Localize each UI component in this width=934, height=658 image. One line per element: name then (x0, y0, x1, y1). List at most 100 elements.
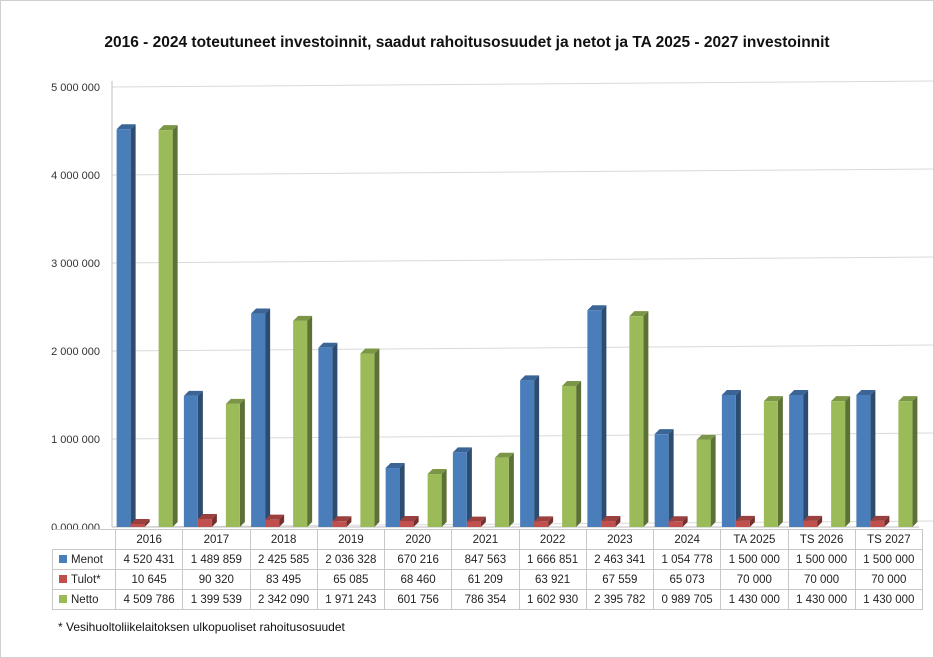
footnote: * Vesihuoltoliikelaitoksen ulkopuoliset … (58, 620, 345, 634)
bar-chart: 0 000 000 1 000 000 2 000 000 3 000 000 4 00… (51, 80, 934, 530)
bar-top (427, 469, 447, 475)
y-axis: 0 000 000 1 000 000 2 000 000 3 000 000 4 00… (51, 82, 100, 530)
bar-front (898, 401, 913, 527)
data-label: 2 425 585 (249, 549, 318, 570)
category-label: 2023 (585, 529, 655, 550)
legend-entry: Netto (52, 589, 116, 610)
bar-tulot-ts-2026 (803, 515, 823, 527)
bar-top (116, 124, 136, 130)
category-label: 2018 (249, 529, 318, 550)
bar-menot-2016 (116, 124, 136, 527)
y-tick-label: 2 000 000 (51, 346, 100, 358)
bar-top (856, 390, 876, 395)
bar-front (158, 130, 173, 527)
bar-front (520, 380, 535, 527)
bar-side (682, 516, 688, 527)
bar-top (587, 305, 607, 311)
bar-top (399, 515, 419, 521)
bar-menot-2019 (318, 342, 338, 527)
data-label: 1 602 930 (518, 589, 587, 610)
bar-side (884, 515, 890, 527)
bar-top (534, 516, 554, 522)
bar-top (452, 447, 472, 453)
bar-front (803, 520, 818, 527)
data-label: 1 489 859 (182, 549, 251, 570)
data-label: 2 036 328 (316, 549, 386, 570)
bar-front (789, 395, 804, 527)
bar-top (721, 390, 741, 395)
y-tick-label: 5 000 000 (51, 82, 100, 94)
bar-side (172, 125, 178, 528)
data-label: 10 645 (114, 569, 184, 590)
gridline (111, 80, 934, 88)
legend-label: Tulot* (71, 573, 101, 586)
bar-menot-ta-2025 (721, 390, 741, 527)
bar-front (534, 521, 549, 527)
legend-label: Menot (71, 553, 103, 566)
data-label: 1 399 539 (182, 589, 251, 610)
bar-side (777, 396, 783, 527)
bar-front (197, 519, 212, 527)
bar-side (534, 375, 540, 527)
bar-side (710, 434, 716, 527)
bar-top (130, 519, 150, 524)
y-tick-label: 3 000 000 (51, 258, 100, 270)
bar-top (763, 396, 783, 402)
bar-menot-ts-2027 (856, 390, 876, 527)
bar-menot-2021 (452, 447, 472, 527)
bar-netto-2020 (427, 469, 447, 527)
bar-front (654, 434, 669, 527)
bar-top (318, 342, 338, 348)
bar-top (803, 515, 823, 521)
category-label: TA 2025 (720, 529, 789, 550)
bar-top (158, 125, 178, 131)
bar-side (817, 515, 823, 527)
bar-side (265, 308, 271, 527)
bar-netto-2016 (158, 125, 178, 528)
bar-top (898, 396, 918, 402)
legend-entry: Tulot* (52, 569, 116, 590)
bar-side (466, 447, 472, 527)
bar-front (831, 401, 846, 527)
data-label: 847 563 (451, 549, 520, 570)
data-label: 1 054 778 (652, 549, 722, 570)
bar-front (601, 521, 616, 527)
data-label: 1 430 000 (720, 589, 789, 610)
bar-netto-2018 (293, 315, 313, 527)
bar-side (211, 514, 217, 527)
bar-menot-2023 (587, 305, 607, 527)
data-label: 67 559 (585, 569, 655, 590)
gridline (111, 256, 934, 264)
bar-side (480, 516, 486, 527)
bar-netto-2019 (360, 348, 380, 527)
bar-tulot-2018 (265, 514, 285, 527)
bar-top (562, 380, 582, 386)
bar-front (870, 520, 885, 527)
bar-side (615, 516, 621, 527)
bar-tulot-ta-2025 (735, 515, 755, 527)
bar-side (508, 452, 514, 527)
bar-front (721, 395, 736, 527)
data-label: 63 921 (518, 569, 587, 590)
bar-side (332, 342, 338, 527)
category-label: 2019 (316, 529, 386, 550)
bar-top (293, 315, 313, 321)
data-label: 1 971 243 (316, 589, 386, 610)
bar-menot-2017 (183, 390, 203, 527)
bar-tulot-2019 (332, 516, 352, 527)
bar-side (279, 514, 285, 527)
y-tick-label: 0 000 000 (51, 522, 100, 530)
bar-top (494, 452, 514, 458)
bar-top (654, 429, 674, 435)
bars (116, 124, 918, 528)
category-label: TS 2027 (854, 529, 924, 550)
bar-top (735, 515, 755, 521)
bar-side (130, 124, 136, 527)
data-label: 2 342 090 (249, 589, 318, 610)
category-label: 2021 (451, 529, 520, 550)
bar-side (735, 390, 741, 527)
category-label: 2022 (518, 529, 587, 550)
bar-netto-2022 (562, 380, 582, 527)
bar-front (385, 468, 400, 527)
data-label: 601 756 (383, 589, 453, 610)
